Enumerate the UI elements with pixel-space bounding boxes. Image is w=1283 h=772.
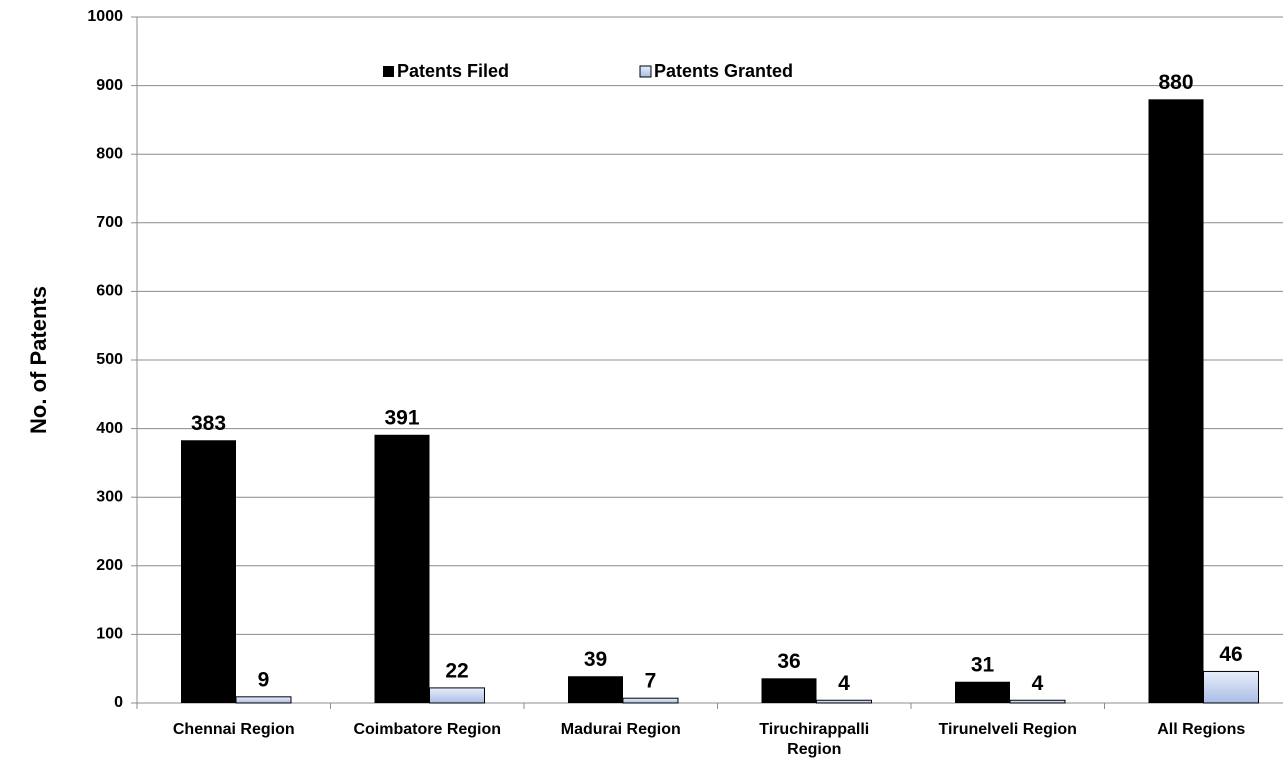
value-label: 39: [584, 648, 607, 671]
value-label: 4: [838, 672, 850, 695]
x-tick-label: All Regions: [1157, 721, 1246, 738]
y-tick-label: 400: [96, 420, 123, 437]
bar: [1148, 99, 1204, 703]
value-label: 36: [777, 650, 800, 673]
value-label: 9: [258, 668, 270, 691]
value-label: 22: [445, 659, 468, 682]
y-tick-label: 0: [114, 694, 123, 711]
y-tick-label: 600: [96, 283, 123, 300]
legend-label: Patents Granted: [654, 61, 793, 81]
x-tick-label: Tiruchirappalli Region: [759, 721, 870, 758]
legend-swatch: [639, 65, 652, 78]
value-label: 880: [1158, 71, 1193, 94]
y-tick-label: 700: [96, 214, 123, 231]
value-label: 391: [384, 406, 419, 429]
bar: [235, 696, 292, 704]
bar: [429, 687, 485, 704]
bar: [816, 699, 872, 704]
value-label: 383: [191, 412, 226, 435]
bar: [622, 697, 679, 704]
bar: [181, 440, 236, 703]
bar: [1203, 670, 1259, 704]
bar: [955, 681, 1010, 703]
value-label: 46: [1219, 643, 1242, 666]
bar: [761, 678, 817, 703]
legend-label: Patents Filed: [397, 61, 509, 81]
y-tick-label: 300: [96, 488, 123, 505]
value-label: 4: [1032, 672, 1044, 695]
value-label: 7: [645, 670, 657, 693]
y-tick-label: 1000: [87, 8, 123, 25]
x-tick-label: Chennai Region: [172, 721, 295, 738]
y-tick-label: 100: [96, 626, 123, 643]
y-axis-label: No. of Patents: [26, 286, 51, 434]
x-tick-label: Tirunelveli Region: [938, 721, 1077, 738]
y-tick-label: 500: [96, 351, 123, 368]
x-tick-label: Madurai Region: [560, 721, 681, 738]
bar: [1009, 699, 1066, 704]
bar: [568, 676, 623, 703]
x-tick-label: Coimbatore Region: [353, 721, 502, 738]
y-tick-label: 800: [96, 145, 123, 162]
value-label: 31: [971, 653, 995, 676]
legend-swatch: [383, 66, 394, 77]
y-tick-label: 900: [96, 77, 123, 94]
y-tick-label: 200: [96, 557, 123, 574]
bar: [374, 434, 430, 703]
